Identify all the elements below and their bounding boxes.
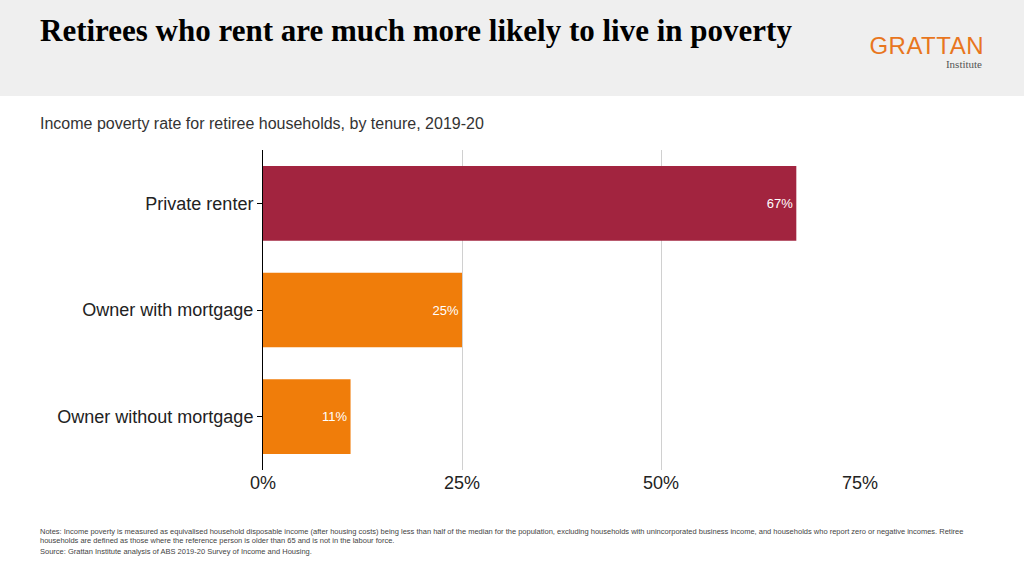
html-text:Institute: Institute	[945, 58, 982, 70]
svg-text:11%: 11%	[322, 409, 347, 424]
html-text:Retirees who rent are much mor: Retirees who rent are much more likely t…	[40, 13, 792, 48]
svg-text:75%: 75%	[842, 473, 878, 493]
svg-text:25%: 25%	[433, 303, 459, 318]
svg-text:Private renter: Private renter	[145, 194, 253, 214]
html-text:Income poverty rate for retire: Income poverty rate for retiree househol…	[40, 115, 484, 132]
svg-text:25%: 25%	[444, 473, 480, 493]
svg-text:67%: 67%	[767, 196, 793, 211]
svg-text:50%: 50%	[643, 473, 679, 493]
html-text:Source: Grattan Institute anal: Source: Grattan Institute analysis of AB…	[40, 547, 312, 556]
html-text:GRATTAN: GRATTAN	[869, 32, 984, 59]
svg-text:Owner with mortgage: Owner with mortgage	[82, 300, 253, 320]
html-text:Notes: Income poverty is measu: Notes: Income poverty is measured as equ…	[40, 527, 964, 545]
svg-text:Owner without mortgage: Owner without mortgage	[57, 407, 253, 427]
svg-text:0%: 0%	[250, 473, 276, 493]
